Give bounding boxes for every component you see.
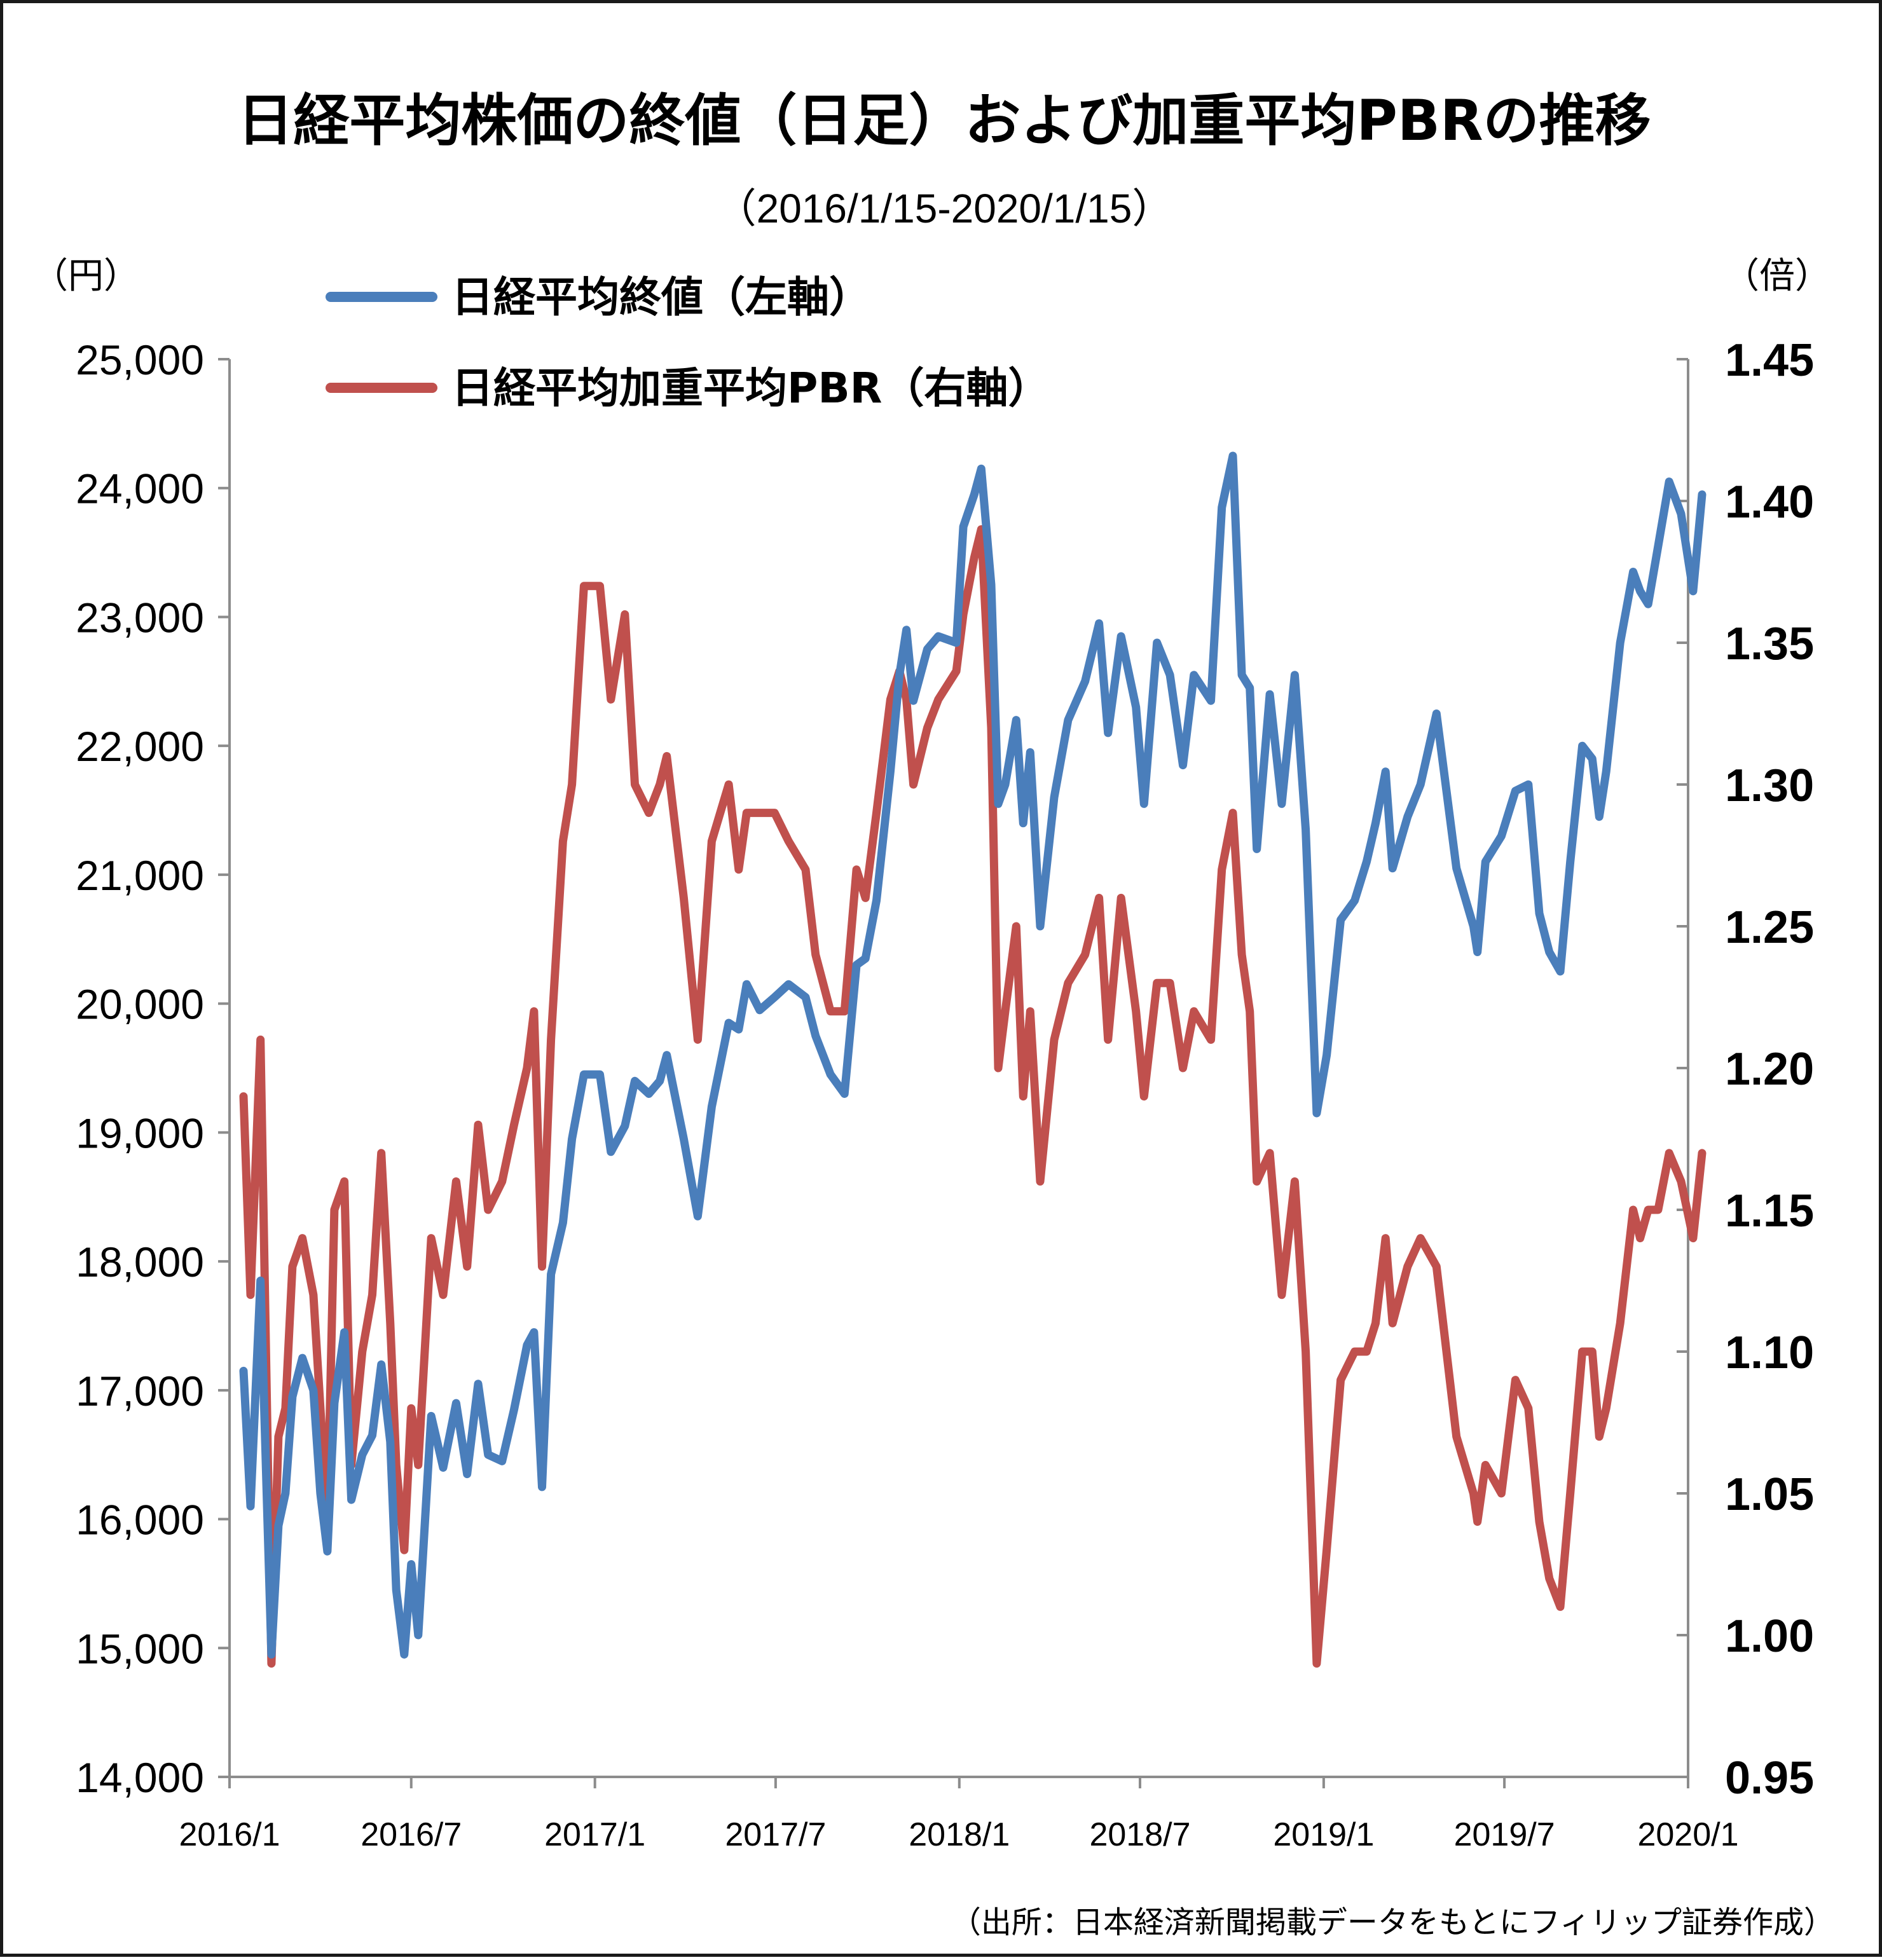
x-tick-label: 2017/7 bbox=[725, 1816, 826, 1853]
series-line-nikkei bbox=[239, 451, 1707, 1659]
y-left-tick-label: 15,000 bbox=[76, 1625, 204, 1672]
source-note: （出所：日本経済新聞掲載データをもとにフィリップ証券作成） bbox=[951, 1905, 1834, 1940]
y-right-tick-label: 1.30 bbox=[1725, 760, 1814, 811]
y-right-tick-label: 1.25 bbox=[1725, 902, 1814, 953]
y-left-tick-label: 25,000 bbox=[76, 336, 204, 383]
chart-subtitle: （2016/1/15-2020/1/15） bbox=[716, 186, 1173, 231]
y-right-tick-label: 0.95 bbox=[1725, 1753, 1814, 1804]
chart-svg: 日経平均株価の終値（日足）および加重平均PBRの推移 （2016/1/15-20… bbox=[32, 88, 1834, 1940]
x-tick-label: 2018/7 bbox=[1089, 1816, 1190, 1853]
y-left-tick-label: 17,000 bbox=[76, 1367, 204, 1415]
legend-label-nikkei: 日経平均終値（左軸） bbox=[451, 273, 871, 322]
y-left-tick-label: 14,000 bbox=[76, 1754, 204, 1801]
y-left-tick-label: 19,000 bbox=[76, 1109, 204, 1156]
y-right-tick-label: 1.05 bbox=[1725, 1469, 1814, 1520]
y-right-tick-label: 1.40 bbox=[1725, 477, 1814, 528]
x-tick-label: 2018/1 bbox=[909, 1816, 1010, 1853]
series-line-pbr bbox=[239, 525, 1707, 1668]
y-left-tick-label: 16,000 bbox=[76, 1497, 204, 1544]
y-left-tick-label: 21,000 bbox=[76, 852, 204, 899]
y-left-tick-label: 22,000 bbox=[76, 723, 204, 770]
x-tick-label: 2020/1 bbox=[1637, 1816, 1738, 1853]
series-layer bbox=[239, 451, 1707, 1668]
axes: 14,000 15,000 16,000 17,000 18,000 19,000 20,0… bbox=[76, 335, 1814, 1853]
y-left-tick-label: 20,000 bbox=[76, 981, 204, 1028]
y-left-tick-label: 24,000 bbox=[76, 465, 204, 512]
x-tick-label: 2016/1 bbox=[179, 1816, 280, 1853]
y-right-tick-label: 1.15 bbox=[1725, 1186, 1814, 1237]
y-right-tick-label: 1.20 bbox=[1725, 1044, 1814, 1095]
y-right-unit: （倍） bbox=[1724, 256, 1830, 297]
y-left-tick-label: 18,000 bbox=[76, 1238, 204, 1285]
x-tick-label: 2017/1 bbox=[544, 1816, 645, 1853]
x-tick-label: 2019/1 bbox=[1273, 1816, 1374, 1853]
y-right-tick-label: 1.00 bbox=[1725, 1611, 1814, 1662]
y-right-tick-label: 1.45 bbox=[1725, 335, 1814, 386]
y-right-tick-label: 1.10 bbox=[1725, 1327, 1814, 1378]
x-tick-label: 2019/7 bbox=[1454, 1816, 1555, 1853]
chart-title: 日経平均株価の終値（日足）および加重平均PBRの推移 bbox=[237, 88, 1651, 153]
legend-label-pbr: 日経平均加重平均PBR（右軸） bbox=[451, 364, 1050, 413]
y-left-tick-label: 23,000 bbox=[76, 594, 204, 641]
y-left-unit: （円） bbox=[32, 256, 139, 297]
y-right-tick-label: 1.35 bbox=[1725, 619, 1814, 669]
x-tick-label: 2016/7 bbox=[361, 1816, 462, 1853]
